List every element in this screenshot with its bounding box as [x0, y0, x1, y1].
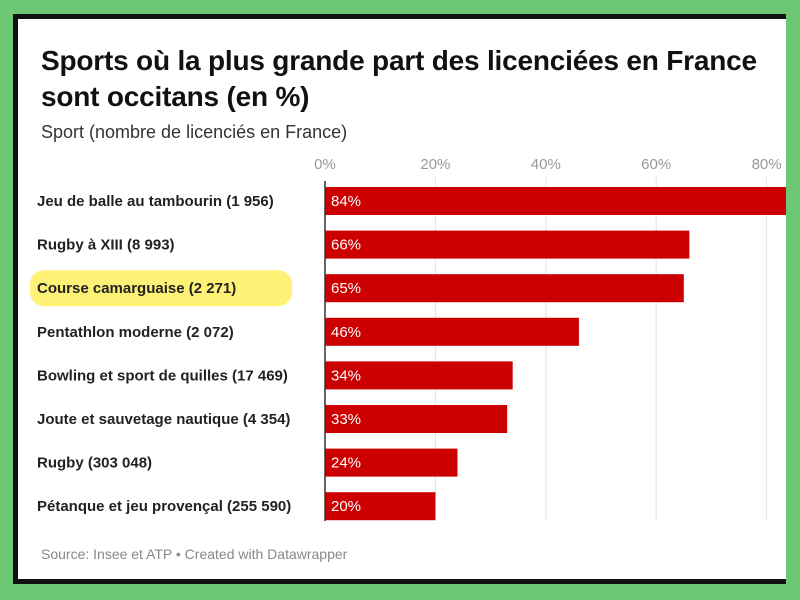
bar [325, 317, 579, 346]
category-label: Rugby (303 048) [37, 455, 152, 472]
x-tick-label: 40% [531, 156, 561, 173]
bar-value-label: 33% [331, 411, 361, 428]
category-label: Pentathlon moderne (2 072) [37, 324, 234, 341]
category-label: Course camarguaise (2 271) [37, 280, 236, 297]
bar [325, 187, 786, 215]
category-label: Joute et sauvetage nautique (4 354) [37, 411, 290, 428]
x-tick-label: 0% [314, 156, 336, 173]
chart-source: Source: Insee et ATP • Created with Data… [41, 546, 348, 562]
bar [325, 405, 508, 433]
chart-frame: Sports où la plus grande part des licenc… [13, 14, 786, 584]
label-highlight [30, 270, 292, 307]
bar [325, 492, 436, 521]
x-tick-label: 80% [752, 156, 782, 173]
bar-value-label: 20% [331, 498, 361, 515]
bar [325, 448, 458, 477]
bar [325, 274, 684, 303]
category-label: Rugby à XIII (8 993) [37, 237, 175, 254]
category-label: Bowling et sport de quilles (17 469) [37, 367, 288, 384]
bar-value-label: 24% [331, 455, 361, 472]
bar-value-label: 46% [331, 324, 361, 341]
bar [325, 230, 690, 259]
bar-value-label: 34% [331, 367, 361, 384]
chart-title: Sports où la plus grande part des licenc… [41, 45, 757, 112]
chart-card: Sports où la plus grande part des licenc… [18, 19, 786, 579]
category-label: Jeu de balle au tambourin (1 956) [37, 193, 274, 210]
bar-value-label: 84% [331, 193, 361, 210]
bar [325, 361, 513, 390]
chart-subtitle: Sport (nombre de licenciés en France) [41, 122, 348, 142]
x-tick-label: 60% [641, 156, 671, 173]
bar-value-label: 65% [331, 280, 361, 297]
bar-chart: 0% 20% 40% 60% 80% Jeu de balle au tambourin … [30, 156, 786, 521]
category-label: Pétanque et jeu provençal (255 590) [37, 498, 291, 515]
bar-value-label: 66% [331, 237, 361, 254]
x-tick-label: 20% [420, 156, 450, 173]
